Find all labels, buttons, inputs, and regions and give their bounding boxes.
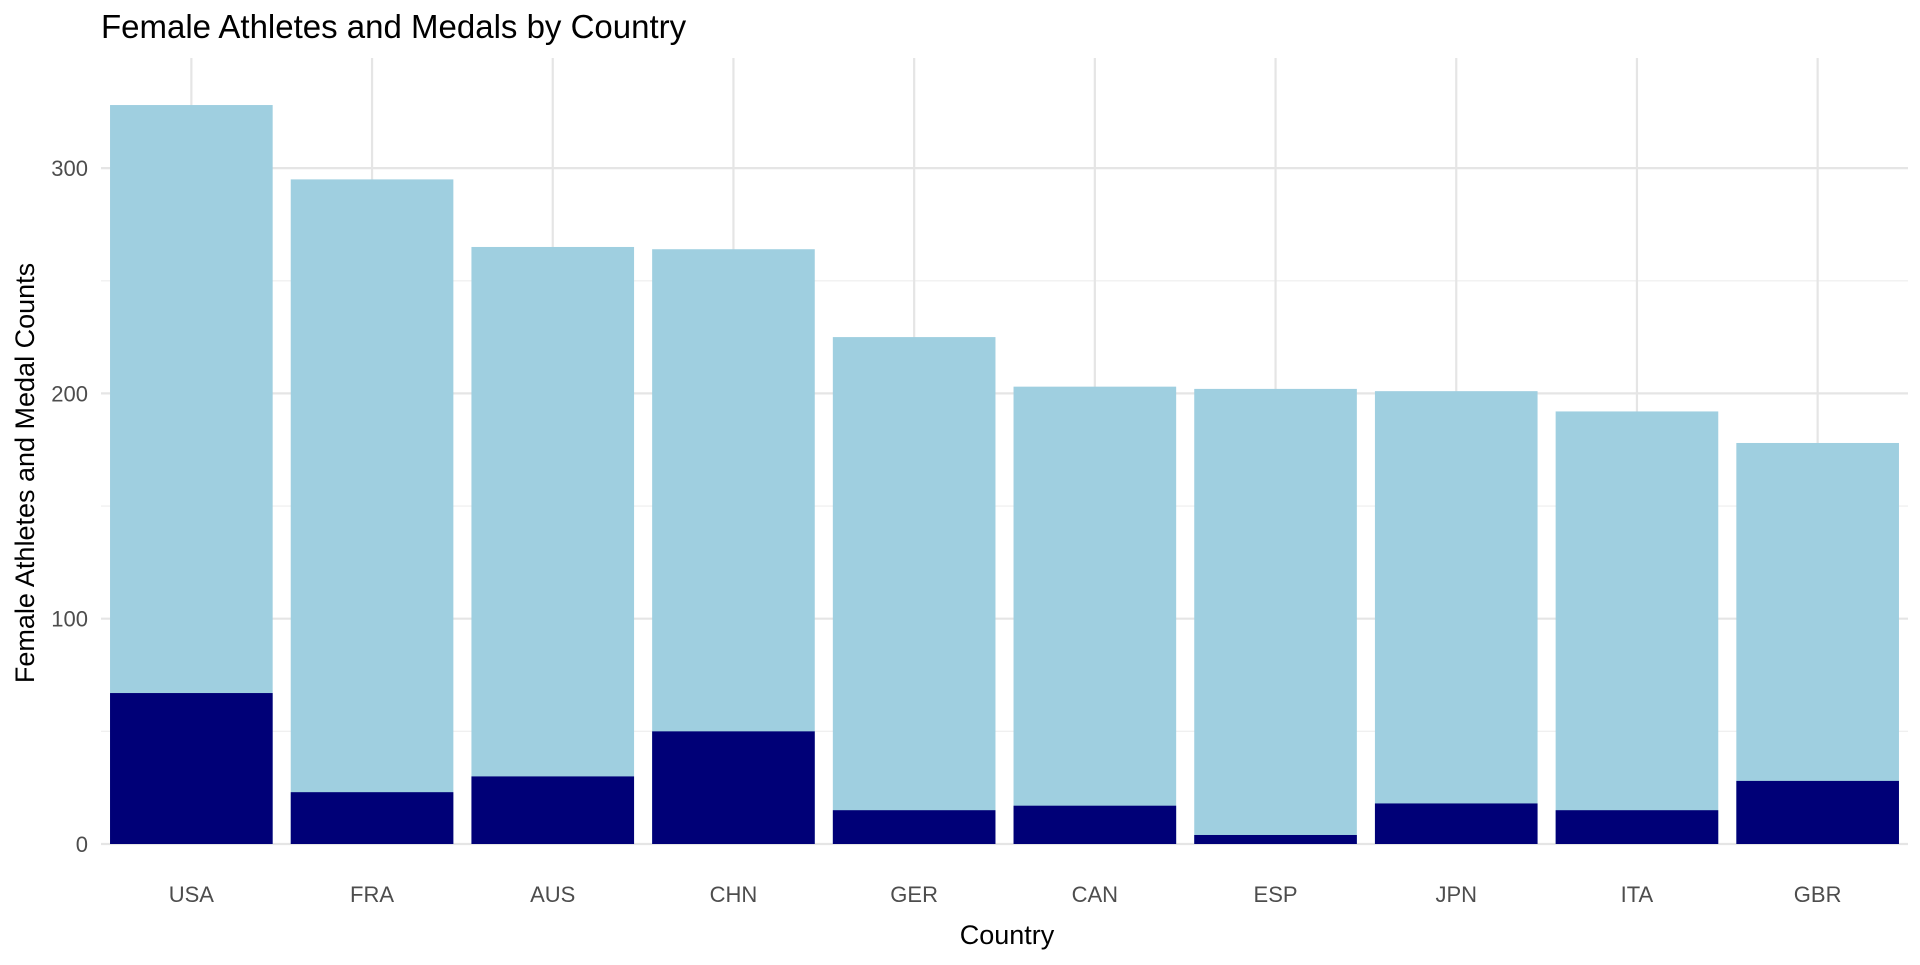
bar-series-1-jpn xyxy=(1374,391,1538,844)
x-tick-label-fra: FRA xyxy=(350,882,394,907)
bar-series-2-ita xyxy=(1555,810,1719,844)
bars xyxy=(110,105,1899,845)
y-tick-label-1: 100 xyxy=(51,607,88,632)
x-tick-label-jpn: JPN xyxy=(1435,882,1477,907)
bar-series-1-ita xyxy=(1555,411,1719,844)
bar-series-1-can xyxy=(1013,386,1177,844)
bar-series-2-esp xyxy=(1194,834,1357,844)
bar-series-2-can xyxy=(1013,805,1177,844)
x-tick-label-can: CAN xyxy=(1072,882,1118,907)
y-axis-title: Female Athletes and Medal Counts xyxy=(10,263,40,683)
bar-series-1-fra xyxy=(290,179,454,845)
bar-series-2-fra xyxy=(290,792,454,844)
x-tick-label-chn: CHN xyxy=(710,882,758,907)
bar-series-2-usa xyxy=(110,693,273,844)
x-tick-label-gbr: GBR xyxy=(1794,882,1842,907)
y-tick-label-2: 200 xyxy=(51,381,88,406)
y-tick-label-0: 0 xyxy=(76,832,88,857)
chart-title: Female Athletes and Medals by Country xyxy=(101,8,687,45)
x-tick-label-usa: USA xyxy=(169,882,215,907)
bar-series-2-ger xyxy=(832,810,996,844)
bar-series-2-aus xyxy=(471,776,635,844)
x-tick-label-aus: AUS xyxy=(530,882,575,907)
x-axis-title: Country xyxy=(960,920,1055,950)
y-tick-label-3: 300 xyxy=(51,156,88,181)
bar-series-1-aus xyxy=(471,246,635,844)
x-axis-ticks: USA FRA AUS CHN GER CAN ESP JPN ITA GBR xyxy=(169,882,1842,907)
bar-series-1-gbr xyxy=(1736,442,1899,844)
bar-series-2-chn xyxy=(652,731,815,844)
bar-series-2-jpn xyxy=(1374,803,1538,844)
bar-series-1-esp xyxy=(1194,388,1357,844)
bar-series-1-ger xyxy=(832,337,996,844)
x-tick-label-esp: ESP xyxy=(1254,882,1298,907)
x-tick-label-ger: GER xyxy=(890,882,938,907)
y-axis-ticks: 0 100 200 300 xyxy=(51,156,88,857)
x-tick-label-ita: ITA xyxy=(1621,882,1654,907)
bar-series-2-gbr xyxy=(1736,780,1899,844)
